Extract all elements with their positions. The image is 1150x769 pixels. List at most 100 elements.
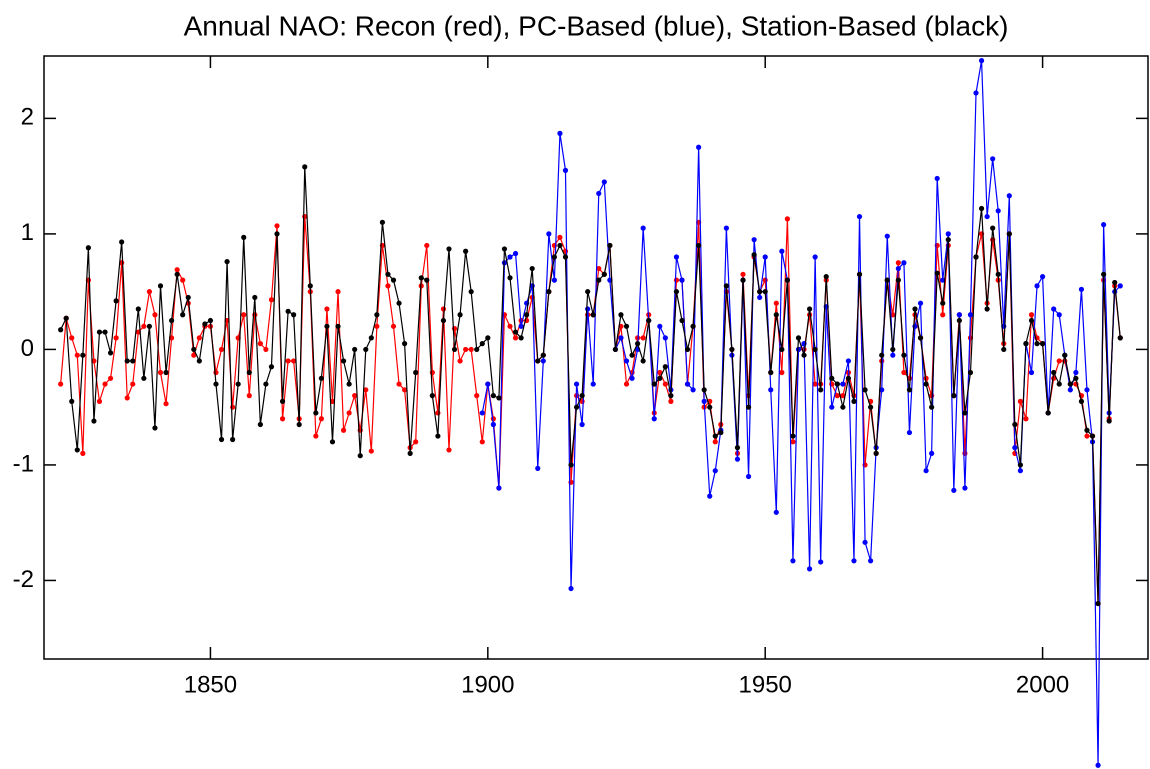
data-point [812, 381, 818, 387]
data-point [623, 358, 630, 364]
data-point [912, 306, 918, 312]
data-point [751, 237, 757, 243]
data-point [862, 539, 868, 545]
data-point [263, 346, 269, 353]
data-point [230, 436, 236, 443]
data-point [657, 375, 663, 381]
data-point [862, 387, 868, 393]
data-point [352, 393, 358, 399]
data-point [130, 381, 136, 387]
data-point [1101, 222, 1107, 228]
data-point [596, 265, 602, 272]
data-point [1034, 341, 1040, 347]
data-point [202, 321, 208, 327]
data-point [124, 395, 130, 401]
data-point [585, 306, 591, 312]
chart-title: Annual NAO: Recon (red), PC-Based (blue)… [184, 10, 1009, 41]
data-point [945, 237, 951, 243]
y-tick-label: 0 [21, 335, 34, 362]
data-point [402, 387, 408, 393]
data-point [762, 277, 768, 283]
data-point [274, 231, 280, 237]
data-point [501, 246, 508, 252]
data-point [845, 375, 852, 381]
data-point [557, 130, 563, 136]
data-point [551, 277, 557, 283]
data-point [1089, 433, 1096, 439]
data-point [917, 335, 924, 341]
data-point [834, 393, 840, 399]
data-point [856, 213, 863, 220]
x-tick-label: 1900 [461, 671, 514, 698]
data-point [962, 450, 968, 456]
data-point [962, 410, 968, 416]
x-tick-label: 2000 [1016, 671, 1069, 698]
data-point [901, 369, 907, 376]
data-point [579, 393, 585, 399]
x-tick-label: 1850 [184, 671, 237, 698]
data-point [906, 387, 913, 393]
data-point [285, 358, 291, 364]
data-point [374, 323, 380, 329]
data-point [180, 277, 186, 283]
data-point [745, 404, 752, 410]
data-point [951, 393, 957, 399]
data-point [102, 329, 108, 335]
data-point [868, 558, 874, 564]
data-point [385, 271, 391, 277]
data-point [507, 323, 513, 329]
data-point [929, 450, 935, 456]
data-point [790, 439, 796, 445]
data-point [618, 312, 624, 318]
data-point [479, 341, 485, 347]
data-point [973, 254, 979, 260]
data-point [119, 239, 125, 245]
data-point [241, 234, 247, 240]
data-point [335, 289, 341, 295]
data-point [213, 381, 219, 387]
data-point [884, 277, 890, 283]
data-point [80, 450, 86, 456]
data-point [601, 179, 607, 185]
data-point [890, 352, 896, 358]
data-point [313, 410, 319, 416]
data-point [568, 585, 574, 592]
data-point [1073, 375, 1079, 381]
data-point [1051, 306, 1057, 312]
data-point [535, 358, 541, 364]
data-point [96, 329, 103, 335]
data-point [246, 369, 252, 376]
data-point [296, 421, 302, 428]
data-point [562, 254, 569, 260]
data-point [557, 242, 563, 249]
data-point [402, 341, 408, 347]
data-point [990, 225, 996, 231]
data-point [579, 421, 585, 428]
data-point [978, 205, 985, 212]
data-point [85, 245, 91, 251]
data-point [324, 323, 330, 329]
data-point [940, 312, 946, 318]
data-point [518, 323, 524, 329]
data-point [1106, 418, 1112, 424]
data-point [185, 294, 191, 301]
data-point [651, 381, 657, 387]
data-point [124, 358, 130, 364]
data-point [734, 456, 741, 462]
data-point [768, 387, 774, 393]
data-point [1056, 381, 1062, 387]
data-point [496, 485, 502, 491]
data-point [396, 300, 402, 306]
data-point [152, 425, 158, 431]
data-point [146, 323, 153, 329]
y-tick-label: 2 [21, 104, 34, 131]
data-point [107, 375, 114, 381]
data-point [812, 346, 818, 353]
data-point [507, 254, 513, 260]
data-point [712, 468, 718, 474]
series-line [60, 166, 1121, 604]
data-point [1023, 341, 1029, 347]
y-tick-label: -1 [13, 450, 34, 477]
data-point [673, 254, 680, 260]
data-point [1095, 600, 1101, 607]
